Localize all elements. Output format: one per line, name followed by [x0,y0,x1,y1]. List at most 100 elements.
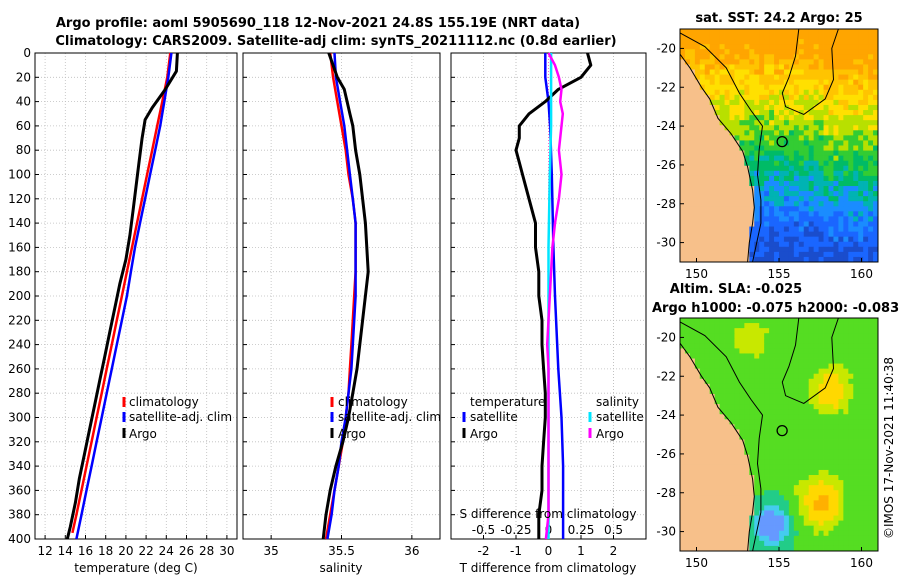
map-cell [848,505,854,511]
map-cell [858,475,864,481]
map-cell [793,94,800,101]
map-cell [783,409,790,415]
map-cell [783,186,790,192]
map-cell [788,490,795,496]
map-cell [803,241,810,248]
map-cell [833,378,839,385]
map-cell [793,424,800,430]
map-cell [739,409,745,415]
map-cell [793,439,800,446]
map-cell [858,145,864,151]
map-cell [813,84,819,91]
map-cell [734,64,740,70]
map-cell [873,434,878,440]
map-cell [793,368,800,375]
map-cell [709,74,716,81]
map-x-tick-label: 160 [850,267,873,281]
map-cell [813,383,819,390]
map-cell [734,338,740,344]
map-cell [793,540,800,547]
map-cell [833,39,839,45]
map-cell [694,495,701,501]
map-cell [680,74,686,81]
map-cell [818,135,824,141]
map-cell [813,64,819,70]
map-cell [734,160,740,167]
map-cell [808,393,815,400]
map-cell [853,490,859,496]
map-cell [729,241,735,248]
map-cell [833,201,839,207]
map-cell [714,216,720,222]
map-cell [798,368,805,375]
map-cell [813,393,819,400]
map-cell [769,424,775,430]
map-cell [724,201,730,207]
map-cell [858,34,864,40]
map-cell [764,368,770,375]
map-cell [729,378,735,385]
map-cell [739,104,745,111]
map-cell [709,150,716,157]
map-cell [704,226,711,233]
map-cell [838,429,844,435]
map-cell [709,34,716,40]
map-cell [813,343,819,349]
map-cell [813,165,819,172]
map-cell [798,434,805,440]
map-cell [803,444,810,451]
map-cell [739,54,745,60]
legend-t-argo-label: Argo [470,427,498,441]
map-cell [734,495,740,501]
map-cell [754,520,760,527]
map-cell [754,150,760,157]
map-cell [714,409,720,415]
map-cell [764,545,770,551]
map-cell [734,393,740,400]
map-cell [739,520,745,527]
map-cell [833,464,839,471]
map-cell [868,393,874,400]
map-cell [838,343,844,349]
map-cell [719,419,725,425]
map-cell [719,89,725,96]
map-cell [704,318,711,324]
series-line-salinity-argo [544,52,565,540]
map-cell [833,424,839,430]
map-cell [684,414,691,420]
map-cell [704,231,711,238]
map-cell [833,145,839,151]
map-cell [684,191,691,197]
map-cell [774,469,780,476]
map-cell [680,383,686,390]
map-cell [769,206,775,212]
map-cell [724,29,730,35]
map-cell [818,120,824,126]
map-cell [749,246,755,253]
temperature-profile-panel: 12 14 16 18 20 22 24 26 28 3002040608010012014016… [8,46,238,558]
map-cell [848,251,854,258]
map-cell [793,246,800,253]
map-cell [798,363,805,370]
map-cell [779,79,785,86]
map-cell [724,130,730,136]
map-cell [788,104,795,111]
map-cell [724,49,730,55]
map-cell [759,120,765,126]
map-cell [764,530,770,537]
map-cell [873,231,878,238]
map-cell [680,130,686,136]
map-cell [749,99,755,106]
map-cell [848,39,854,45]
map-cell [843,343,849,349]
map-cell [694,480,701,486]
map-cell [808,373,815,380]
map-cell [769,475,775,481]
map-cell [813,110,819,116]
map-cell [684,424,691,430]
map-cell [863,383,869,390]
map-cell [788,414,795,420]
map-cell [808,145,815,151]
map-cell [759,439,765,446]
map-cell [714,449,720,456]
